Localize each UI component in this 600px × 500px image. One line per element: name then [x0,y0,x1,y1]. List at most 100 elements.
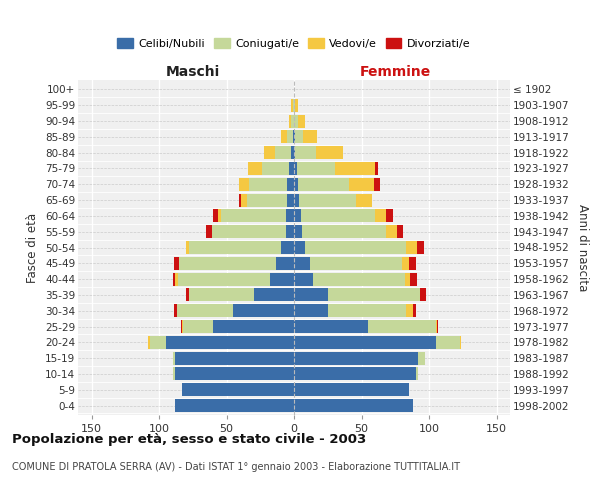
Bar [418,352,425,364]
Bar [247,194,287,206]
Bar [299,194,356,206]
Bar [294,399,413,412]
Bar [182,320,183,333]
Bar [166,336,294,349]
Bar [149,336,166,349]
Bar [281,241,294,254]
Bar [294,210,301,222]
Bar [213,210,218,222]
Bar [186,241,188,254]
Bar [175,399,294,412]
Bar [302,225,386,238]
Bar [175,368,294,380]
Bar [292,146,294,159]
Bar [417,241,424,254]
Bar [179,257,277,270]
Bar [368,320,436,333]
Bar [294,304,328,317]
Bar [293,130,294,143]
Bar [188,288,254,302]
Bar [206,225,212,238]
Text: Maschi: Maschi [166,65,220,79]
Bar [176,304,233,317]
Bar [436,336,460,349]
Bar [335,162,375,175]
Bar [294,178,298,191]
Bar [186,288,188,302]
Bar [184,320,213,333]
Bar [375,210,386,222]
Bar [221,210,286,222]
Bar [289,162,294,175]
Bar [173,272,175,285]
Bar [349,178,374,191]
Bar [294,336,436,349]
Bar [178,272,270,285]
Bar [174,304,176,317]
Bar [250,178,287,191]
Bar [294,383,409,396]
Bar [188,241,281,254]
Bar [148,336,149,349]
Bar [270,272,294,285]
Text: Femmine: Femmine [359,65,431,79]
Bar [175,272,178,285]
Bar [233,304,294,317]
Bar [437,320,439,333]
Bar [265,146,275,159]
Bar [410,272,417,285]
Bar [289,114,292,128]
Bar [173,368,175,380]
Text: COMUNE DI PRATOLA SERRA (AV) - Dati ISTAT 1° gennaio 2003 - Elaborazione TUTTITA: COMUNE DI PRATOLA SERRA (AV) - Dati ISTA… [12,462,460,472]
Bar [294,272,313,285]
Bar [182,383,294,396]
Bar [275,146,292,159]
Bar [316,146,343,159]
Bar [298,178,349,191]
Bar [375,162,378,175]
Y-axis label: Anni di nascita: Anni di nascita [576,204,589,291]
Bar [218,210,221,222]
Bar [181,320,182,333]
Bar [292,114,294,128]
Bar [174,257,179,270]
Bar [281,130,287,143]
Bar [294,225,302,238]
Bar [213,320,294,333]
Legend: Celibi/Nubili, Coniugati/e, Vedovi/e, Divorziati/e: Celibi/Nubili, Coniugati/e, Vedovi/e, Di… [113,34,475,54]
Bar [294,288,328,302]
Bar [328,304,406,317]
Bar [406,241,417,254]
Bar [294,130,295,143]
Bar [248,162,262,175]
Bar [294,257,310,270]
Bar [409,257,415,270]
Bar [313,272,404,285]
Bar [239,178,250,191]
Bar [239,194,241,206]
Bar [356,194,372,206]
Bar [386,225,397,238]
Bar [298,114,305,128]
Bar [173,352,175,364]
Bar [419,288,426,302]
Bar [294,162,296,175]
Bar [294,320,368,333]
Bar [254,288,294,302]
Bar [305,241,406,254]
Bar [304,130,317,143]
Bar [386,210,392,222]
Bar [405,272,410,285]
Bar [406,304,413,317]
Bar [294,114,298,128]
Bar [294,194,299,206]
Bar [295,130,304,143]
Bar [212,225,286,238]
Bar [277,257,294,270]
Bar [175,352,294,364]
Bar [413,304,415,317]
Bar [286,225,294,238]
Bar [294,241,305,254]
Bar [241,194,247,206]
Bar [415,368,418,380]
